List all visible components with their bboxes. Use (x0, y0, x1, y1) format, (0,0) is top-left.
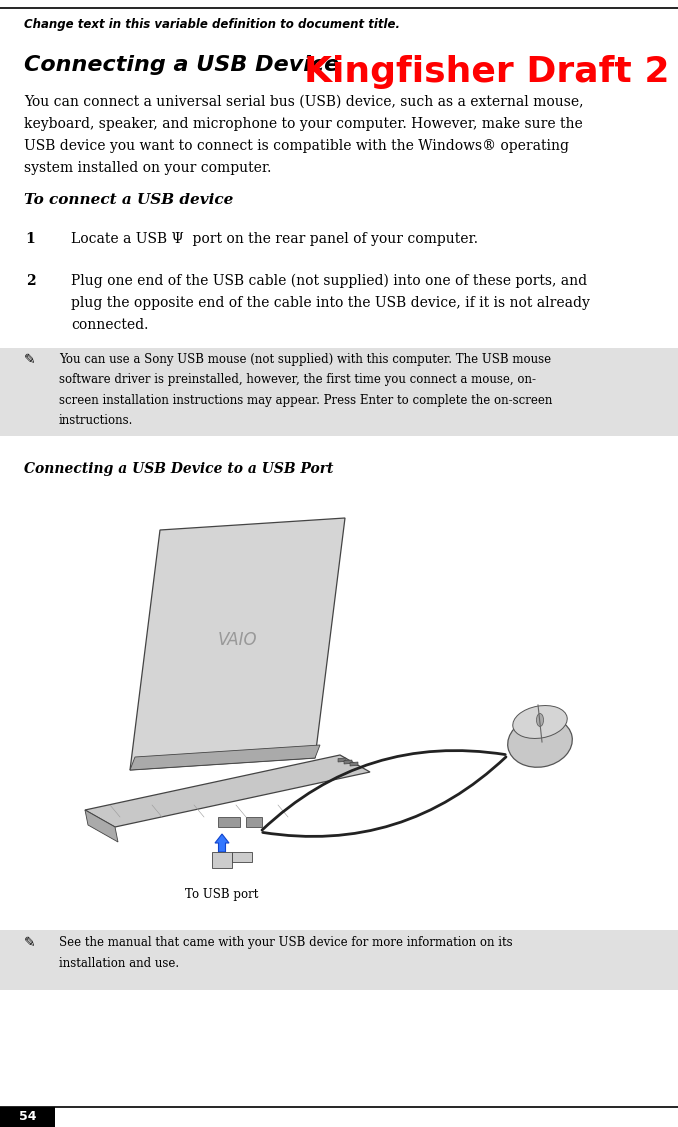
Bar (0, 1107, 55, 1127)
Polygon shape (344, 760, 352, 764)
Text: To USB port: To USB port (185, 888, 259, 900)
Text: software driver is preinstalled, however, the first time you connect a mouse, on: software driver is preinstalled, however… (59, 373, 536, 387)
Polygon shape (130, 518, 345, 770)
Polygon shape (350, 762, 358, 766)
Text: 1: 1 (26, 232, 35, 246)
Text: You can connect a universal serial bus (USB) device, such as a external mouse,: You can connect a universal serial bus (… (24, 95, 583, 109)
Text: VAIO: VAIO (218, 631, 258, 649)
Bar (246, 817, 262, 827)
Text: installation and use.: installation and use. (59, 957, 179, 969)
Text: plug the opposite end of the cable into the USB device, if it is not already: plug the opposite end of the cable into … (71, 296, 590, 310)
Polygon shape (85, 810, 118, 842)
Polygon shape (85, 755, 370, 827)
Ellipse shape (508, 717, 572, 767)
Text: Connecting a USB Device to a USB Port: Connecting a USB Device to a USB Port (24, 462, 333, 476)
Text: Kingfisher Draft 2: Kingfisher Draft 2 (304, 55, 670, 89)
Polygon shape (212, 852, 232, 868)
Text: 2: 2 (26, 274, 35, 289)
Polygon shape (338, 758, 346, 762)
Polygon shape (232, 852, 252, 862)
Polygon shape (130, 745, 320, 770)
Bar (0, 348, 678, 436)
Text: USB device you want to connect is compatible with the Windows® operating: USB device you want to connect is compat… (24, 139, 569, 153)
Text: ✎: ✎ (24, 353, 35, 367)
Text: system installed on your computer.: system installed on your computer. (24, 161, 271, 175)
Text: You can use a Sony USB mouse (not supplied) with this computer. The USB mouse: You can use a Sony USB mouse (not suppli… (59, 353, 551, 366)
Text: Connecting a USB Device: Connecting a USB Device (24, 55, 339, 76)
FancyArrow shape (215, 834, 229, 852)
Bar (218, 817, 240, 827)
Text: Change text in this variable definition to document title.: Change text in this variable definition … (24, 18, 400, 32)
Ellipse shape (513, 706, 567, 738)
Text: To connect a USB device: To connect a USB device (24, 193, 233, 207)
Text: connected.: connected. (71, 318, 148, 332)
Text: ✎: ✎ (24, 937, 35, 950)
Text: 54: 54 (19, 1110, 36, 1124)
Text: instructions.: instructions. (59, 415, 133, 427)
Text: screen installation instructions may appear. Press Enter to complete the on-scre: screen installation instructions may app… (59, 394, 552, 407)
Ellipse shape (536, 713, 544, 727)
Text: Plug one end of the USB cable (not supplied) into one of these ports, and: Plug one end of the USB cable (not suppl… (71, 274, 587, 289)
Text: keyboard, speaker, and microphone to your computer. However, make sure the: keyboard, speaker, and microphone to you… (24, 117, 582, 131)
Bar (0, 930, 678, 990)
Text: Locate a USB Ψ  port on the rear panel of your computer.: Locate a USB Ψ port on the rear panel of… (71, 232, 478, 246)
Text: See the manual that came with your USB device for more information on its: See the manual that came with your USB d… (59, 937, 513, 949)
